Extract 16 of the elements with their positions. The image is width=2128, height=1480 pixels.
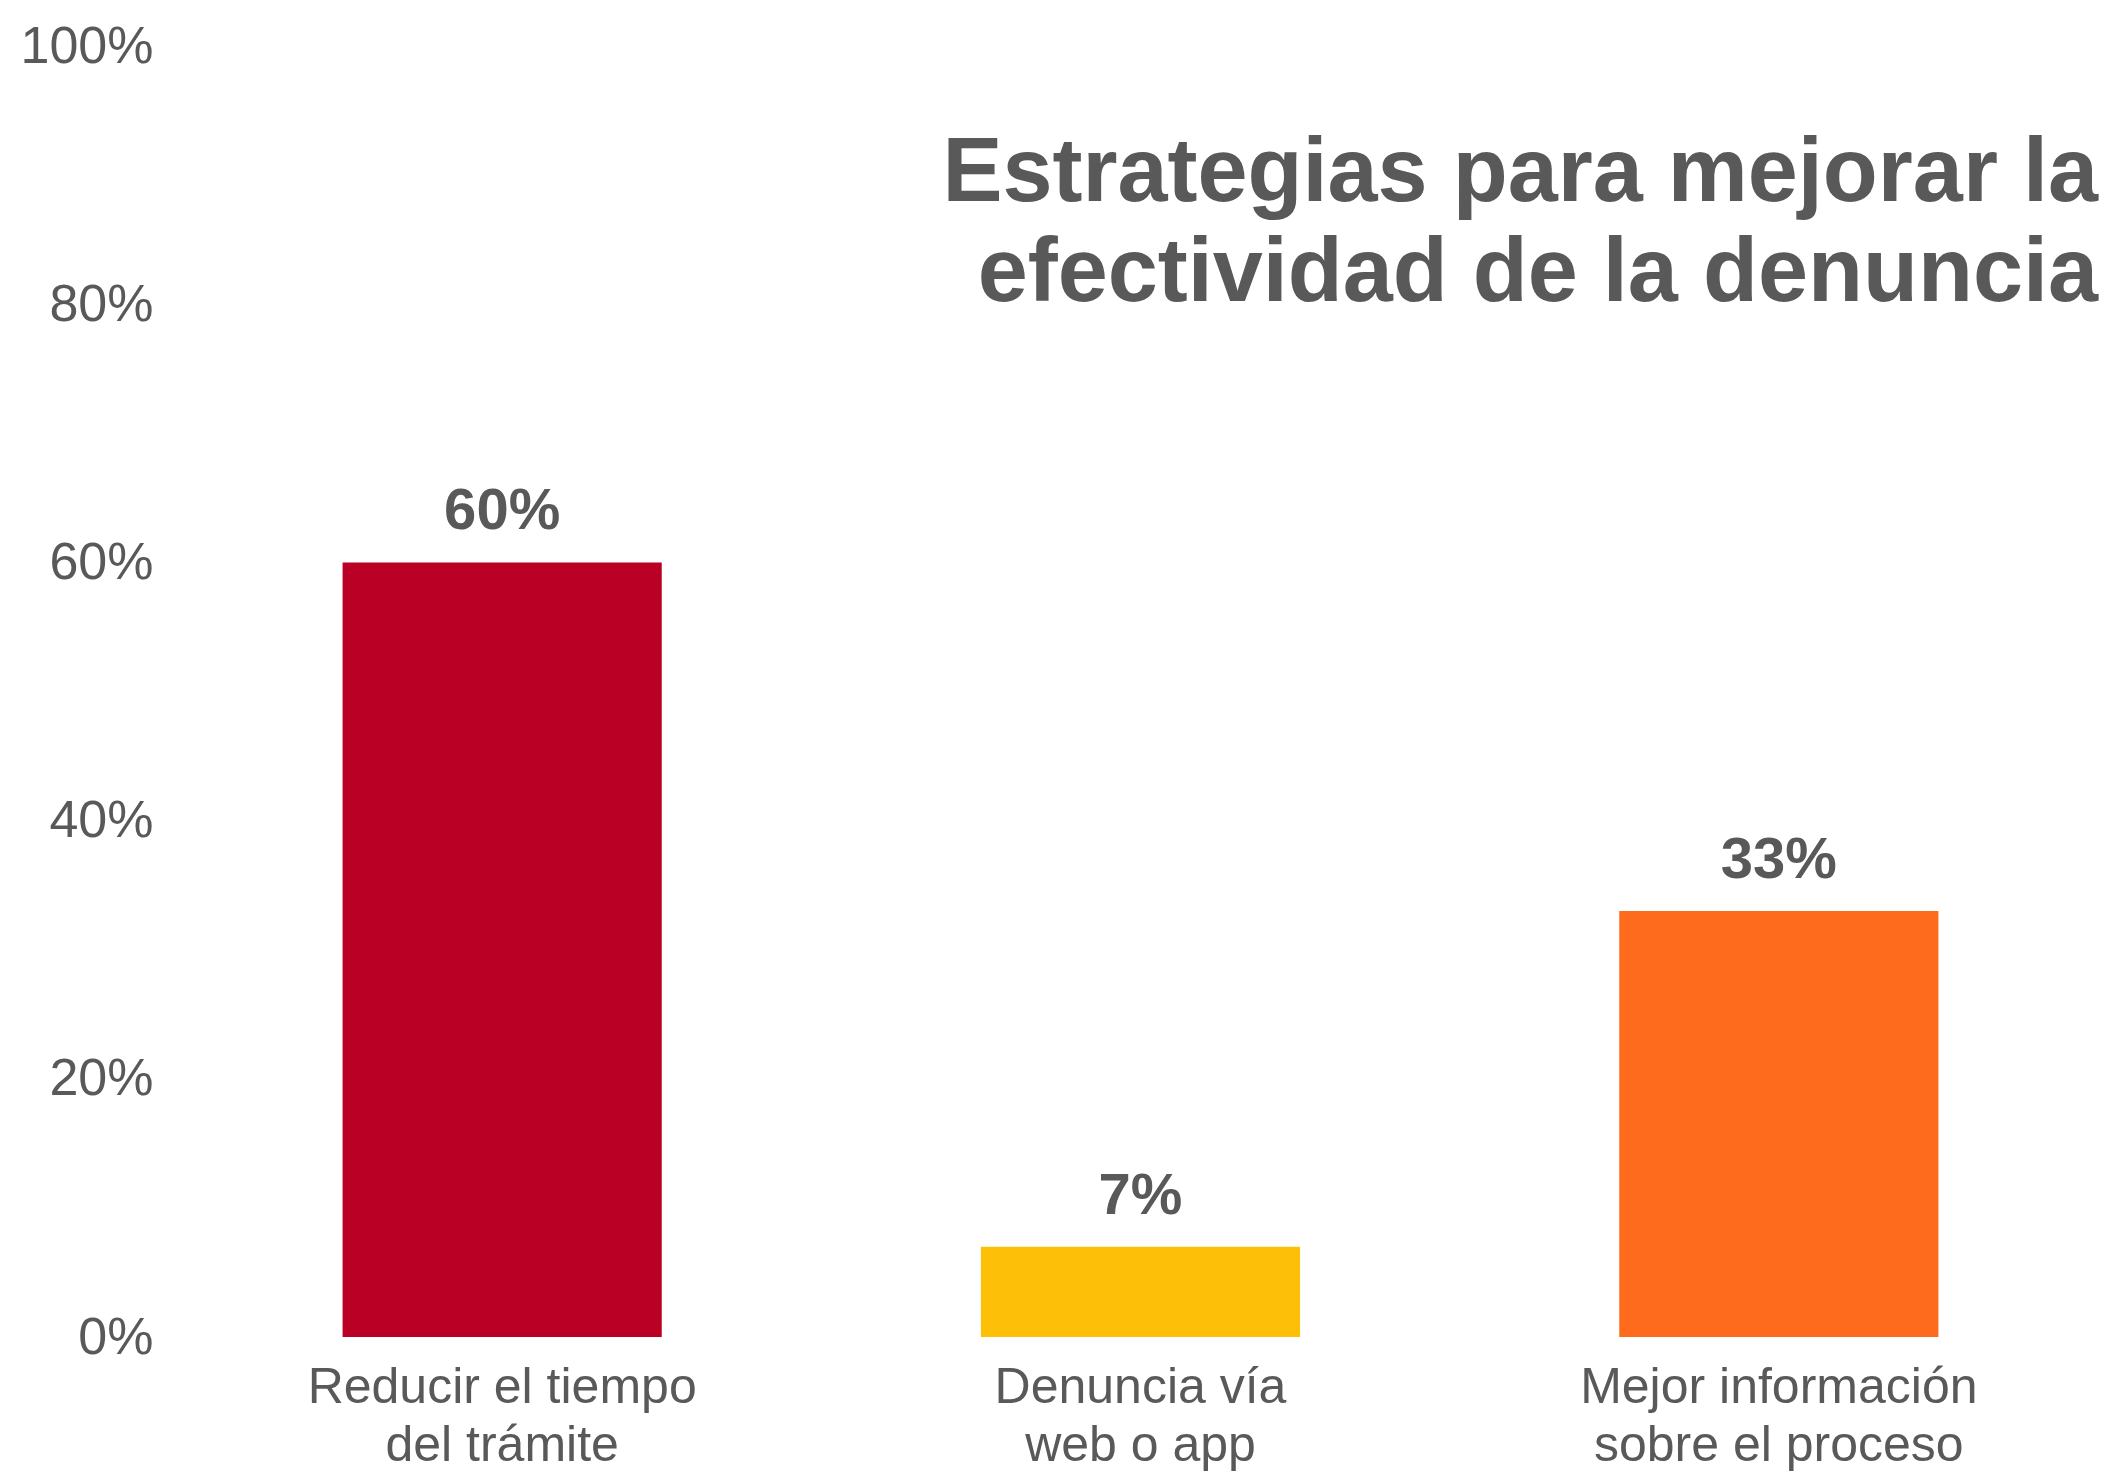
y-tick-label: 80% <box>49 273 154 332</box>
bar <box>1619 910 1939 1337</box>
data-label: 33% <box>1720 824 1837 890</box>
y-tick-label: 60% <box>49 531 154 590</box>
x-tick-label: Mejor información sobre el proceso <box>1580 1357 1978 1472</box>
text: Estrategias para mejorar la efectividad de la denuncia <box>942 120 2099 320</box>
y-tick-label: 100% <box>20 15 154 74</box>
x-tick-label: Reducir el tiempo del trámite <box>307 1357 697 1472</box>
y-tick-label: 20% <box>49 1048 154 1107</box>
data-label: 7% <box>1098 1160 1183 1226</box>
y-tick-label: 0% <box>78 1306 154 1365</box>
data-label: 60% <box>444 476 561 542</box>
bar <box>980 1246 1301 1337</box>
y-tick-label: 40% <box>49 790 154 849</box>
x-tick-label: Denuncia vía web o app <box>994 1357 1287 1472</box>
bar <box>342 562 662 1337</box>
